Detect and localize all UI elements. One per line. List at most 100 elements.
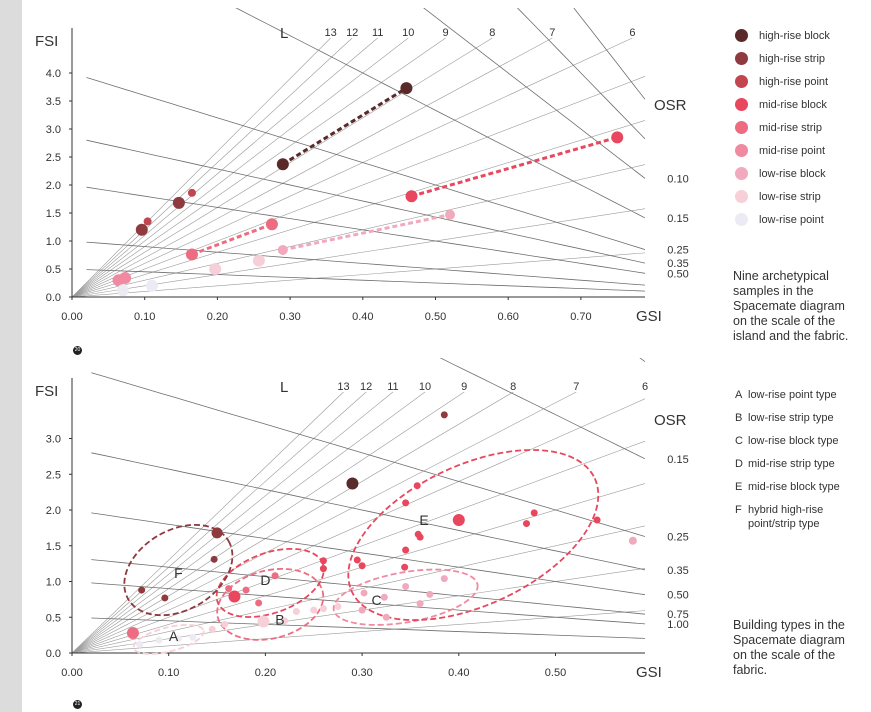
y-tick-label: 1.5: [46, 208, 61, 220]
layer-line: [72, 37, 446, 297]
osr-line: [91, 512, 645, 596]
layer-line: [72, 391, 394, 653]
L-value-label: 12: [360, 381, 372, 393]
type-letter: E: [735, 481, 743, 493]
osr-line: [86, 186, 645, 274]
L-value-label: 7: [573, 381, 579, 393]
OSR-value-label: 0.75: [667, 609, 688, 621]
y-axis-label: FSI: [35, 33, 58, 50]
region-outline: [132, 623, 205, 655]
data-point: [119, 271, 132, 284]
region-outline: [123, 523, 234, 617]
y-tick-label: 3.0: [46, 434, 61, 446]
legend-swatch: [735, 213, 748, 226]
grid-lines: [72, 358, 645, 653]
legend-label: mid-rise point: [759, 145, 826, 157]
L-value-label: 8: [489, 27, 495, 39]
L-value-label: 7: [549, 27, 555, 39]
legend-swatch: [735, 52, 748, 65]
L-value-label: 11: [372, 27, 383, 39]
type-letter: D: [735, 458, 743, 470]
data-point: [136, 640, 144, 648]
figure-number-icon-1: 20: [73, 346, 82, 355]
OSR-value-label: 0.15: [667, 213, 688, 225]
osr-line: [86, 139, 645, 264]
data-point: [405, 190, 418, 203]
data-point: [255, 599, 263, 607]
osr-line: [91, 617, 645, 639]
caption-chart-2: Building types in the Spacemate diagram …: [733, 618, 845, 677]
dashed-link: [191, 222, 273, 256]
osr-line: [91, 372, 645, 537]
legend-swatch: [735, 190, 748, 203]
data-point: [628, 536, 637, 545]
OSR-value-label: 0.15: [667, 454, 688, 466]
data-point: [445, 209, 456, 220]
OSR-value-label: 0.25: [667, 531, 688, 543]
data-point: [593, 516, 601, 524]
layer-line: [72, 483, 645, 653]
type-label: mid-rise block type: [748, 481, 840, 493]
type-letter: A: [735, 389, 743, 401]
dashed-link: [411, 135, 618, 198]
region-label: E: [419, 512, 428, 528]
x-tick-label: 0.20: [255, 667, 276, 679]
y-tick-label: 0.5: [46, 264, 61, 276]
L-value-label: 9: [443, 27, 449, 39]
legend-label: high-rise block: [759, 30, 830, 42]
data-point: [380, 593, 388, 601]
type-letter: B: [735, 412, 743, 424]
region-label: D: [260, 572, 270, 588]
y-tick-label: 3.0: [46, 124, 61, 136]
x-tick-label: 0.40: [352, 311, 373, 323]
layer-line: [72, 391, 426, 653]
data-point: [126, 626, 139, 639]
osr-line: [91, 582, 645, 625]
layer-line: [72, 164, 645, 297]
page-edge-strip: [0, 0, 22, 712]
data-point: [310, 606, 318, 614]
data-point: [172, 196, 185, 209]
type-label: low-rise point type: [748, 389, 837, 401]
x-tick-label: 0.10: [134, 311, 155, 323]
x-tick-label: 0.10: [158, 667, 179, 679]
data-point: [401, 563, 409, 571]
data-point: [426, 590, 434, 598]
data-point: [334, 603, 342, 611]
data-point: [319, 565, 327, 573]
data-point: [276, 158, 289, 171]
OSR-value-label: 1.00: [667, 619, 688, 631]
data-point: [225, 585, 233, 593]
OSR-value-label: 0.35: [667, 258, 688, 270]
legend-label: low-rise strip: [759, 191, 821, 203]
y-tick-label: 1.0: [46, 236, 61, 248]
data-point: [281, 617, 289, 625]
OSR-label: OSR: [654, 412, 687, 429]
OSR-value-label: 0.10: [667, 173, 688, 185]
region-label: F: [174, 565, 183, 581]
OSR-value-label: 0.35: [667, 565, 688, 577]
region-outline: [347, 449, 600, 621]
layer-line: [72, 37, 378, 297]
chart-1: [69, 8, 645, 300]
legend-label: low-rise block: [759, 168, 826, 180]
data-point: [242, 586, 250, 594]
layer-line: [72, 252, 645, 297]
y-tick-label: 2.0: [46, 180, 61, 192]
legend-swatch: [735, 98, 748, 111]
L-value-label: 10: [402, 27, 414, 39]
L-value-label: 12: [346, 27, 358, 39]
layer-line: [72, 76, 645, 297]
figure-number-icon-2: 21: [73, 700, 82, 709]
data-point: [210, 555, 218, 563]
layer-line: [72, 37, 553, 297]
data-point: [440, 411, 448, 419]
data-point: [277, 244, 288, 255]
legend-label: high-rise point: [759, 76, 829, 88]
osr-line: [573, 8, 645, 100]
data-point: [530, 509, 538, 517]
